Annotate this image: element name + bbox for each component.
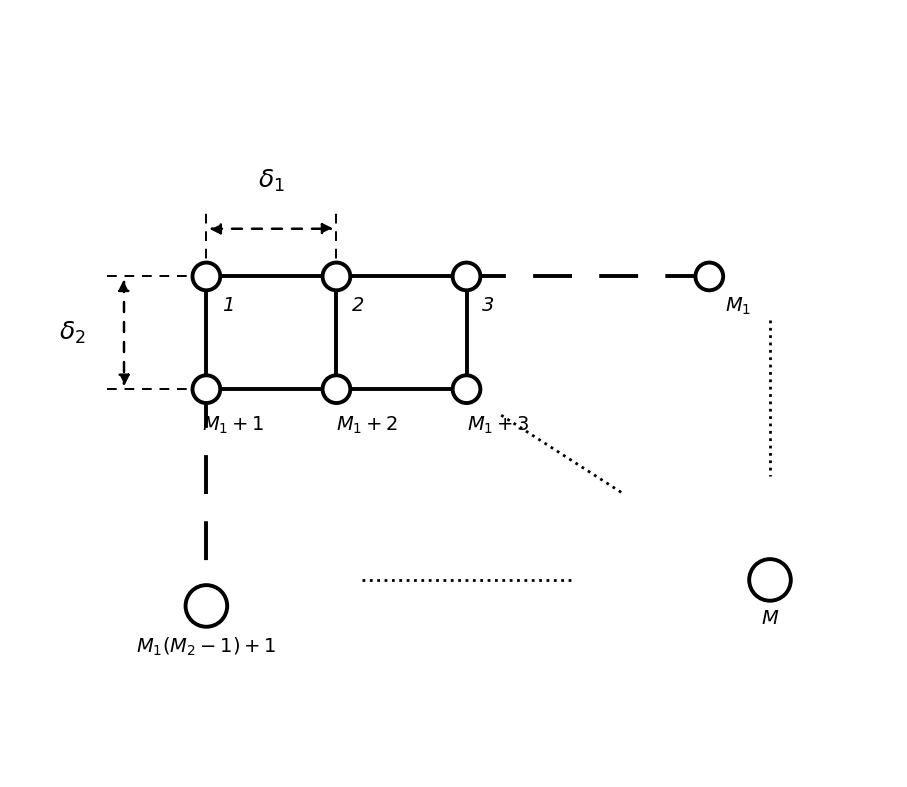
Text: $M_1+2$: $M_1+2$: [336, 416, 399, 437]
Circle shape: [323, 375, 350, 403]
Text: 3: 3: [483, 295, 494, 315]
Text: $M$: $M$: [761, 609, 779, 628]
Circle shape: [749, 559, 791, 600]
Text: $\delta_1$: $\delta_1$: [258, 168, 285, 194]
Circle shape: [323, 263, 350, 290]
Text: $M_1+3$: $M_1+3$: [466, 416, 530, 437]
Text: $M_1(M_2-1)+1$: $M_1(M_2-1)+1$: [136, 635, 277, 658]
Text: 1: 1: [222, 295, 234, 315]
Circle shape: [192, 375, 220, 403]
Circle shape: [186, 585, 227, 626]
Text: $\delta_2$: $\delta_2$: [59, 320, 85, 346]
Text: 2: 2: [352, 295, 365, 315]
Circle shape: [453, 263, 481, 290]
Circle shape: [453, 375, 481, 403]
Circle shape: [192, 263, 220, 290]
Text: $M_1$: $M_1$: [725, 295, 751, 317]
Circle shape: [696, 263, 723, 290]
Text: $M_1+1$: $M_1+1$: [202, 416, 265, 437]
